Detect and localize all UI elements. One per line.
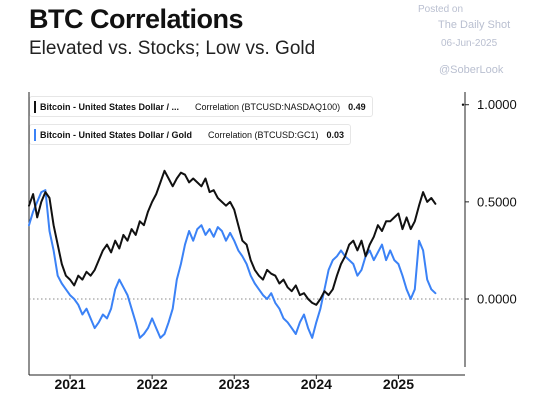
chart-subtitle: Elevated vs. Stocks; Low vs. Gold [29,38,316,59]
x-tick-label: 2022 [137,376,168,392]
x-tick-label: 2023 [219,376,250,392]
series-line-nasdaq [28,169,437,306]
legend-item-nasdaq: Bitcoin - United States Dollar / ... Cor… [29,96,373,117]
source-label: The Daily Shot [438,19,511,31]
series-line-gold [28,189,437,339]
x-tick-label: 2021 [54,376,85,392]
handle-label: @SoberLook [439,64,504,76]
x-tick-label: 2024 [301,376,332,392]
y-tick-label: 0.5000 [477,194,517,209]
legend-series-label: Correlation (BTCUSD:NASDAQ100) [195,101,341,112]
legend-swatch [34,100,36,113]
top-tick-dot [461,103,465,106]
x-tick-label: 2025 [383,376,414,392]
legend-series-label: Correlation (BTCUSD:GC1) [208,129,319,140]
legend-swatch [34,128,36,141]
legend-series-value: 0.49 [348,101,366,112]
posted-on-label: Posted on [418,4,464,15]
date-label: 06-Jun-2025 [441,38,498,49]
legend-series-value: 0.03 [326,129,345,140]
chart-title: BTC Correlations [29,4,244,34]
y-tick-label: 0.0000 [477,292,517,307]
legend-series-name: Bitcoin - United States Dollar / Gold [40,129,193,140]
legend-item-gold: Bitcoin - United States Dollar / Gold Co… [29,124,352,145]
legend-series-name: Bitcoin - United States Dollar / ... [40,101,180,112]
y-tick-label: 1.0000 [477,97,517,112]
